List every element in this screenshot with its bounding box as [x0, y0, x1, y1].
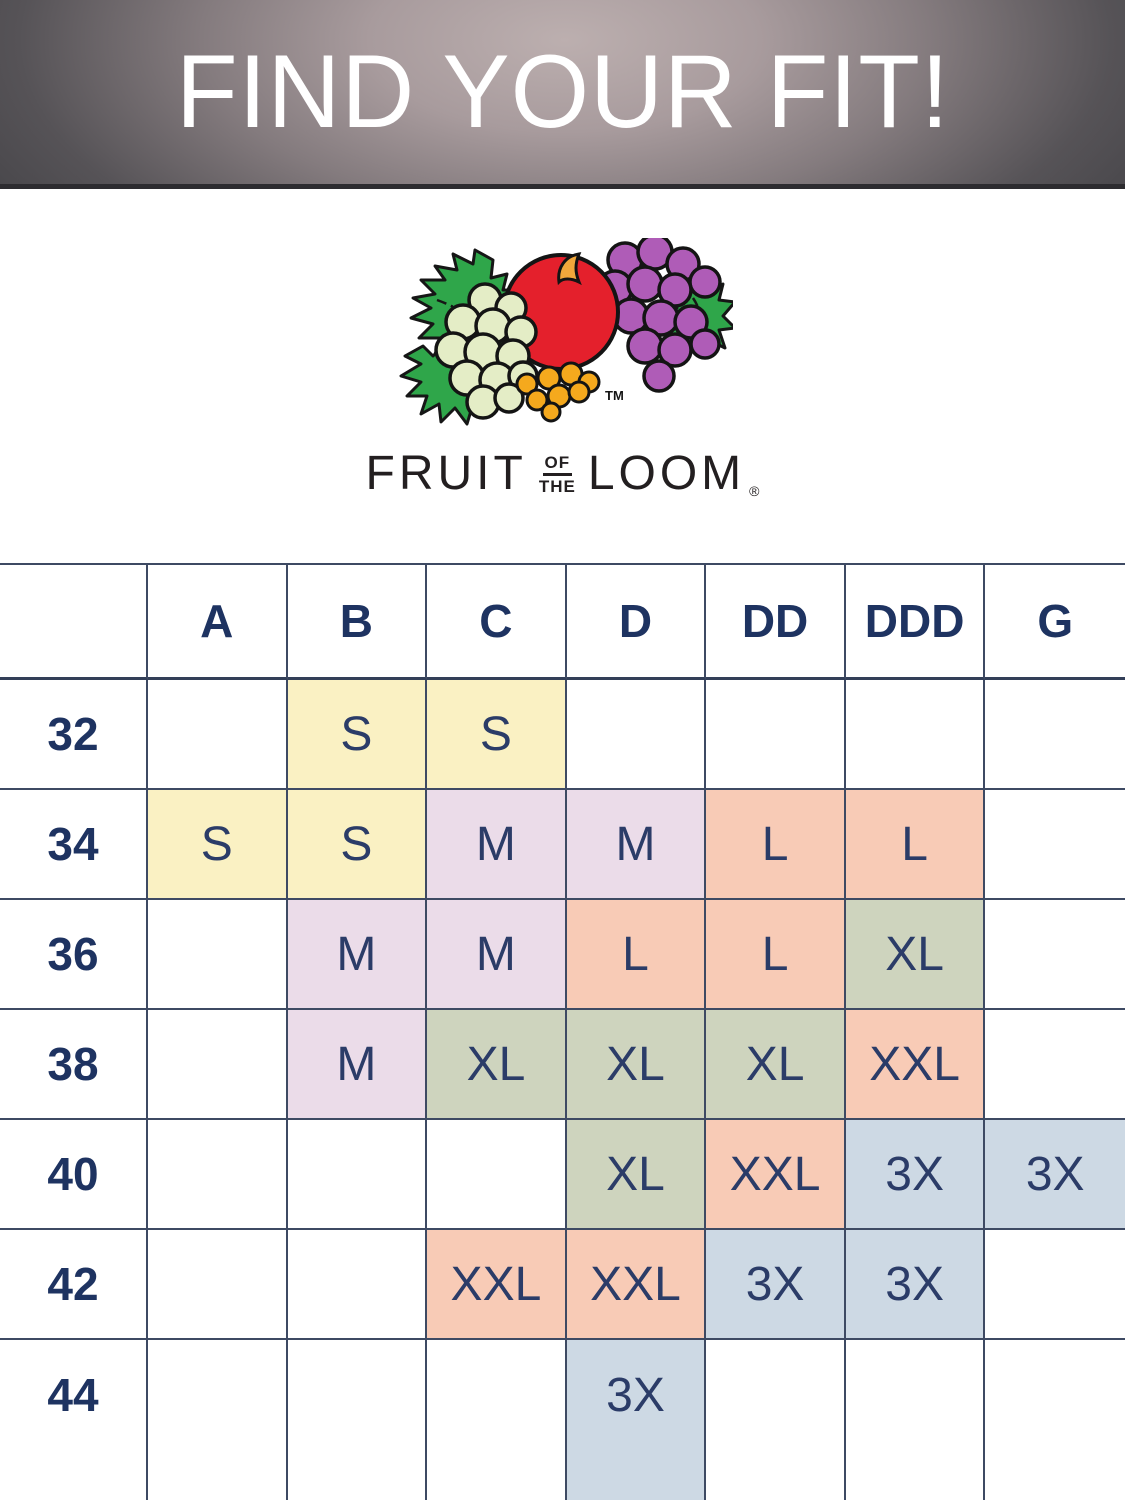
size-cell: L [566, 900, 707, 1010]
size-cell [287, 1340, 428, 1500]
size-cell: XL [845, 900, 986, 1010]
size-cell: S [148, 790, 288, 900]
size-cell [287, 1120, 428, 1230]
registered-mark: ® [749, 483, 760, 499]
size-cell: XL [427, 1010, 567, 1120]
size-cell [427, 1340, 567, 1500]
size-cell [148, 1120, 288, 1230]
size-cell: 3X [706, 1230, 846, 1340]
brand-of-the: OF THE [539, 454, 576, 495]
brand-the: THE [538, 476, 576, 496]
row-label-36: 36 [0, 900, 148, 1010]
size-cell: XXL [566, 1230, 707, 1340]
size-cell: S [427, 680, 567, 790]
size-cell [148, 900, 288, 1010]
size-cell: M [287, 900, 428, 1010]
purple-grapes-icon [595, 238, 722, 393]
size-cell: XXL [427, 1230, 567, 1340]
size-cell [566, 680, 707, 790]
brand-of: OF [542, 454, 573, 476]
size-cell [148, 680, 288, 790]
size-cell: XXL [845, 1010, 986, 1120]
size-cell [985, 1010, 1125, 1120]
fruit-logo-icon: TM [399, 238, 733, 426]
tm-mark: TM [605, 388, 624, 403]
size-table: A B C D DD DDD G 32 S S 34 S S M M L L 36 M M L L XL 38 M XL XL XL X… [0, 563, 1125, 1500]
size-cell [845, 1340, 986, 1500]
row-label-40: 40 [0, 1120, 148, 1230]
size-cell [148, 1010, 288, 1120]
size-cell: M [427, 790, 567, 900]
row-label-38: 38 [0, 1010, 148, 1120]
size-cell [985, 790, 1125, 900]
size-cell [148, 1230, 288, 1340]
size-cell: XL [566, 1010, 707, 1120]
size-cell [985, 1340, 1125, 1500]
size-cell [287, 1230, 428, 1340]
size-cell: XXL [706, 1120, 846, 1230]
column-header-d: D [566, 565, 707, 680]
size-cell [845, 680, 986, 790]
size-cell: M [566, 790, 707, 900]
corner-cell [0, 565, 148, 680]
orange-grapes-icon [515, 361, 600, 423]
size-cell: S [287, 790, 428, 900]
column-header-c: C [427, 565, 567, 680]
size-cell: L [706, 790, 846, 900]
size-cell: M [287, 1010, 428, 1120]
size-cell: 3X [845, 1230, 986, 1340]
fruit-of-the-loom-logo: TM FRUIT OF THE LOOM ® [0, 238, 1125, 498]
size-cell [427, 1120, 567, 1230]
size-cell: 3X [845, 1120, 986, 1230]
size-cell: L [845, 790, 986, 900]
size-cell [985, 680, 1125, 790]
size-cell: 3X [985, 1120, 1125, 1230]
banner: FIND YOUR FIT! [0, 0, 1125, 189]
brand-loom: LOOM [587, 447, 746, 500]
size-cell: L [706, 900, 846, 1010]
size-cell [148, 1340, 288, 1500]
brand-wordmark: FRUIT OF THE LOOM ® [365, 447, 760, 500]
size-cell: S [287, 680, 428, 790]
green-grapes-icon [433, 282, 539, 420]
column-header-a: A [148, 565, 288, 680]
size-cell: XL [566, 1120, 707, 1230]
size-cell [985, 900, 1125, 1010]
size-cell: 3X [566, 1340, 707, 1500]
size-cell: XL [706, 1010, 846, 1120]
row-label-34: 34 [0, 790, 148, 900]
column-header-dd: DD [706, 565, 846, 680]
size-cell [706, 680, 846, 790]
size-cell [985, 1230, 1125, 1340]
brand-fruit: FRUIT [365, 447, 527, 500]
column-header-ddd: DDD [845, 565, 986, 680]
row-label-42: 42 [0, 1230, 148, 1340]
size-cell [706, 1340, 846, 1500]
column-header-g: G [985, 565, 1125, 680]
row-label-32: 32 [0, 680, 148, 790]
page-title: FIND YOUR FIT! [175, 34, 950, 150]
size-cell: M [427, 900, 567, 1010]
row-label-44: 44 [0, 1340, 148, 1500]
column-header-b: B [287, 565, 428, 680]
